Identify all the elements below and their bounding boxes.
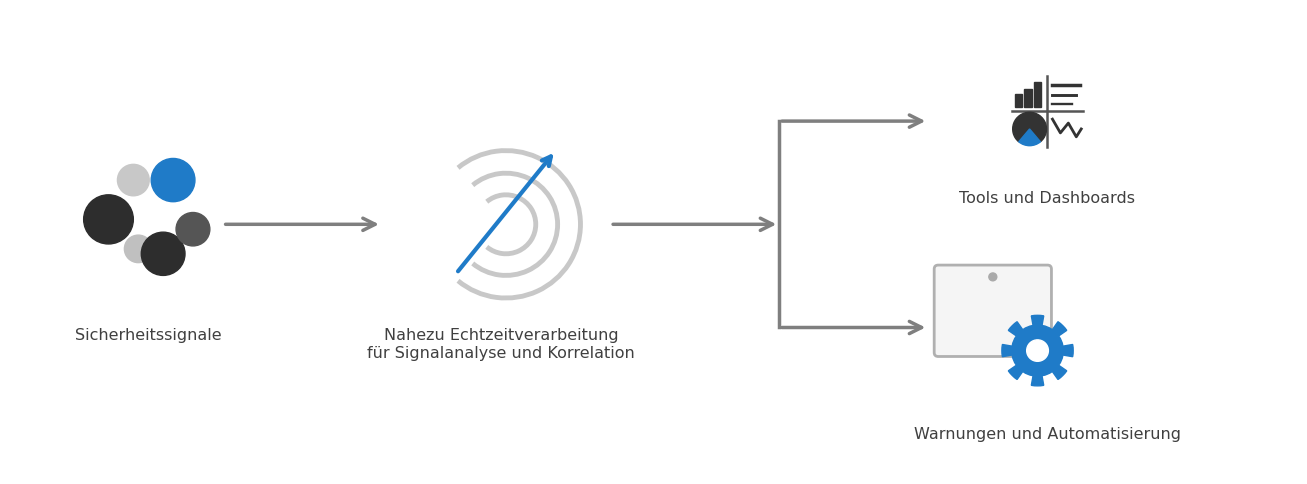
Wedge shape xyxy=(1052,365,1067,379)
Wedge shape xyxy=(1031,316,1044,326)
Circle shape xyxy=(84,196,133,244)
Circle shape xyxy=(1012,325,1064,377)
Bar xyxy=(1025,90,1031,108)
Text: Nahezu Echtzeitverarbeitung
für Signalanalyse und Korrelation: Nahezu Echtzeitverarbeitung für Signalan… xyxy=(367,328,635,360)
Circle shape xyxy=(141,233,186,276)
Circle shape xyxy=(1027,340,1048,362)
Bar xyxy=(1014,94,1022,108)
Wedge shape xyxy=(1018,130,1040,146)
Circle shape xyxy=(152,159,195,202)
Circle shape xyxy=(176,213,210,246)
Text: Tools und Dashboards: Tools und Dashboards xyxy=(959,191,1136,206)
Wedge shape xyxy=(1013,113,1047,142)
FancyBboxPatch shape xyxy=(935,266,1051,357)
Wedge shape xyxy=(1063,345,1073,357)
Wedge shape xyxy=(1008,365,1022,379)
Wedge shape xyxy=(1002,345,1012,357)
Circle shape xyxy=(118,165,149,197)
Wedge shape xyxy=(1052,322,1067,336)
Text: Warnungen und Automatisierung: Warnungen und Automatisierung xyxy=(914,426,1182,441)
Bar xyxy=(1034,83,1040,108)
Wedge shape xyxy=(1008,322,1022,336)
Circle shape xyxy=(989,273,997,281)
Circle shape xyxy=(124,236,152,263)
Text: Sicherheitssignale: Sicherheitssignale xyxy=(74,328,222,343)
Wedge shape xyxy=(1031,376,1044,386)
